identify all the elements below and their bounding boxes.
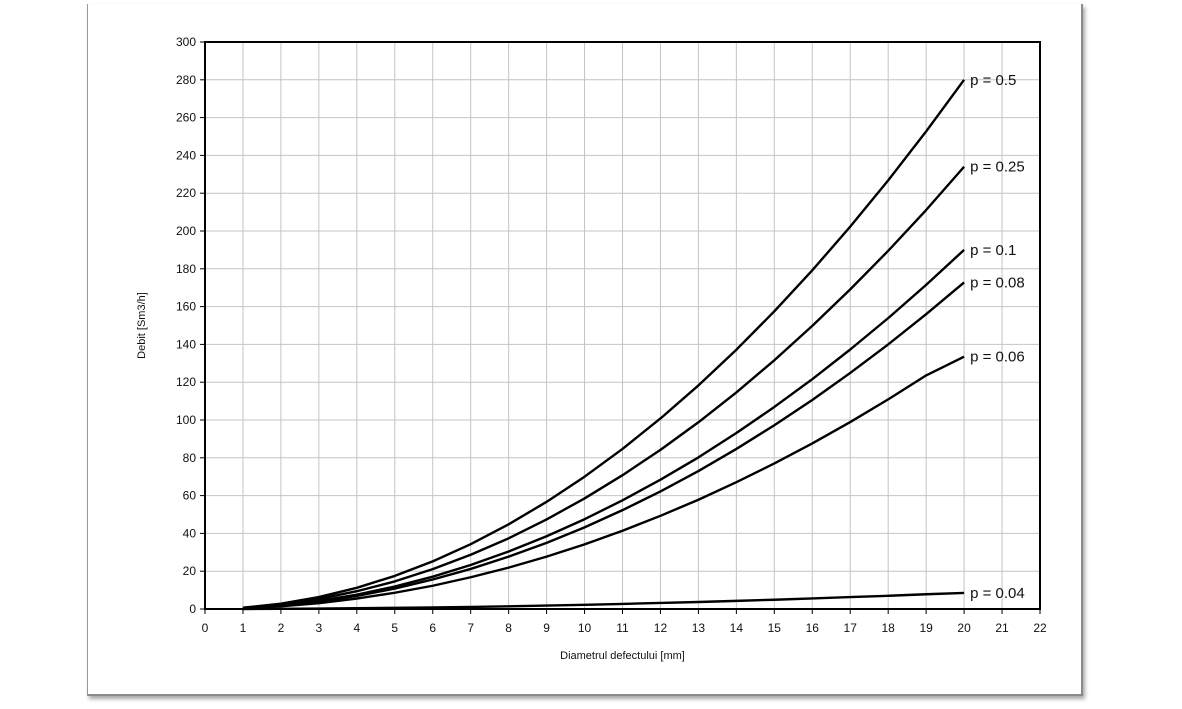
x-tick-label-7: 7: [467, 621, 474, 635]
x-tick-label-4: 4: [353, 621, 360, 635]
y-tick-label-4: 80: [183, 451, 197, 465]
x-tick-label-20: 20: [957, 621, 971, 635]
y-tick-label-13: 260: [176, 111, 196, 125]
x-tick-label-5: 5: [391, 621, 398, 635]
x-tick-label-13: 13: [692, 621, 706, 635]
y-tick-label-5: 100: [176, 413, 196, 427]
series-line-2: [242, 249, 965, 610]
x-tick-label-14: 14: [730, 621, 744, 635]
x-tick-label-9: 9: [543, 621, 550, 635]
series-label-3: p = 0.08: [970, 274, 1025, 291]
y-tick-label-0: 0: [189, 602, 196, 616]
x-tick-label-11: 11: [616, 621, 629, 635]
x-tick-label-6: 6: [429, 621, 436, 635]
x-tick-label-17: 17: [844, 621, 858, 635]
series-lines: [242, 79, 966, 611]
series-label-5: p = 0.04: [970, 585, 1025, 602]
x-tick-label-15: 15: [768, 621, 782, 635]
x-tick-label-2: 2: [278, 621, 285, 635]
x-tick-label-18: 18: [882, 621, 896, 635]
series-line-4: [242, 355, 965, 610]
y-tick-label-2: 40: [183, 526, 197, 540]
x-tick-label-21: 21: [995, 621, 1009, 635]
y-tick-label-8: 160: [176, 300, 196, 314]
y-axis-ticks: 0 20 40 60 80 100 120 140 160 180 200 220 240 260 280 3…: [176, 35, 205, 616]
y-tick-label-9: 180: [176, 262, 196, 276]
y-tick-label-10: 200: [176, 224, 196, 238]
x-tick-label-8: 8: [505, 621, 512, 635]
series-line-1: [242, 165, 965, 610]
y-tick-label-12: 240: [176, 148, 196, 162]
series-line-0: [242, 79, 966, 609]
x-tick-label-19: 19: [919, 621, 933, 635]
series-label-2: p = 0.1: [970, 242, 1016, 259]
grid: [204, 41, 1041, 610]
y-tick-label-6: 120: [176, 375, 196, 389]
x-axis-ticks: 0 1 2 3 4 5 6 7 8 9 10 11 12 13 14 15 16 17 18 19 20 21 22: [202, 609, 1047, 635]
x-tick-label-10: 10: [578, 621, 592, 635]
y-tick-label-1: 20: [183, 564, 197, 578]
y-tick-label-14: 280: [176, 73, 196, 87]
x-tick-label-12: 12: [654, 621, 668, 635]
y-tick-label-11: 220: [176, 186, 196, 200]
series-label-4: p = 0.06: [970, 349, 1025, 366]
series-label-0: p = 0.5: [970, 72, 1016, 89]
y-tick-label-3: 60: [183, 489, 197, 503]
series-label-1: p = 0.25: [970, 159, 1025, 176]
y-axis-label: Debit [Sm3/h]: [136, 292, 148, 359]
y-tick-label-7: 140: [176, 337, 196, 351]
x-tick-label-22: 22: [1033, 621, 1047, 635]
series-labels: p = 0.5 p = 0.25 p = 0.1 p = 0.08 p = 0.06 p …: [970, 72, 1025, 602]
x-tick-label-1: 1: [240, 621, 247, 635]
y-tick-label-15: 300: [176, 35, 196, 49]
x-tick-label-3: 3: [316, 621, 323, 635]
plot-area-border: [204, 41, 1041, 610]
series-line-3: [242, 281, 965, 610]
x-axis-label: Diametrul defectului [mm]: [560, 650, 685, 662]
x-tick-label-0: 0: [202, 621, 209, 635]
x-tick-label-16: 16: [806, 621, 820, 635]
